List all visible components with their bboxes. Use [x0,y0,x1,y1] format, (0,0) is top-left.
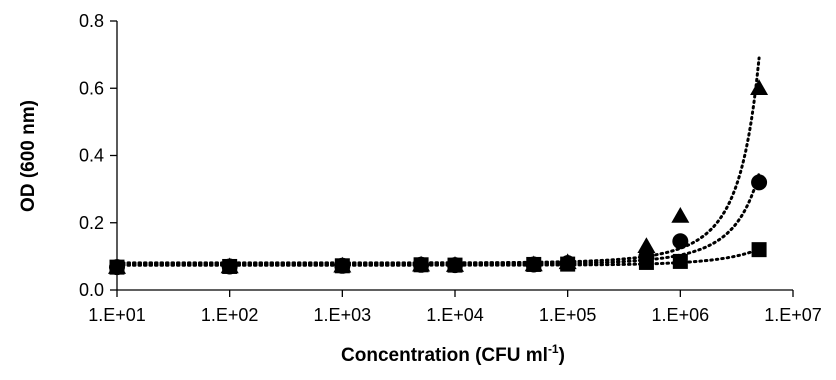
x-axis-title-main: Concentration (CFU ml [341,345,548,366]
trendline-triangle [115,56,761,265]
square-marker [672,253,688,269]
circle-marker [751,174,768,191]
triangle-marker [750,79,769,95]
y-tick-label: 0.6 [79,78,104,98]
x-tick-label: 1.E+03 [314,305,372,325]
x-tick-label: 1.E+02 [201,305,259,325]
data-markers [108,79,769,276]
y-tick-label: 0.0 [79,280,104,300]
square-marker [222,258,238,274]
triangle-marker [671,207,690,223]
square-marker [447,257,463,273]
circle-marker [672,233,689,250]
x-tick-label: 1.E+06 [652,305,710,325]
y-tick-label: 0.2 [79,213,104,233]
x-axis-title-superscript: -1 [548,342,559,356]
x-tick-label: 1.E+04 [426,305,484,325]
x-axis-title: Concentration (CFU ml-1) [341,342,565,366]
square-marker [560,256,576,272]
y-tick-label: 0.8 [79,11,104,31]
square-marker [413,257,429,273]
y-axis-title: OD (600 nm) [18,100,39,212]
plot-area [115,56,761,267]
y-tick-label: 0.4 [79,146,104,166]
x-tick-label: 1.E+07 [764,305,822,325]
x-tick-label: 1.E+01 [88,305,146,325]
axes [110,20,794,297]
square-marker [638,254,654,270]
x-tick-label: 1.E+05 [539,305,597,325]
x-axis-title-suffix: ) [559,345,565,366]
square-marker [334,258,350,274]
triangle-marker [637,237,656,254]
square-marker [526,256,542,272]
tick-labels: 0.0 0.2 0.4 0.6 0.8 1.E+01 1.E+02 1.E+03 1.E+04 1… [79,11,822,325]
square-marker [751,242,767,258]
trendline-circle [115,172,761,266]
